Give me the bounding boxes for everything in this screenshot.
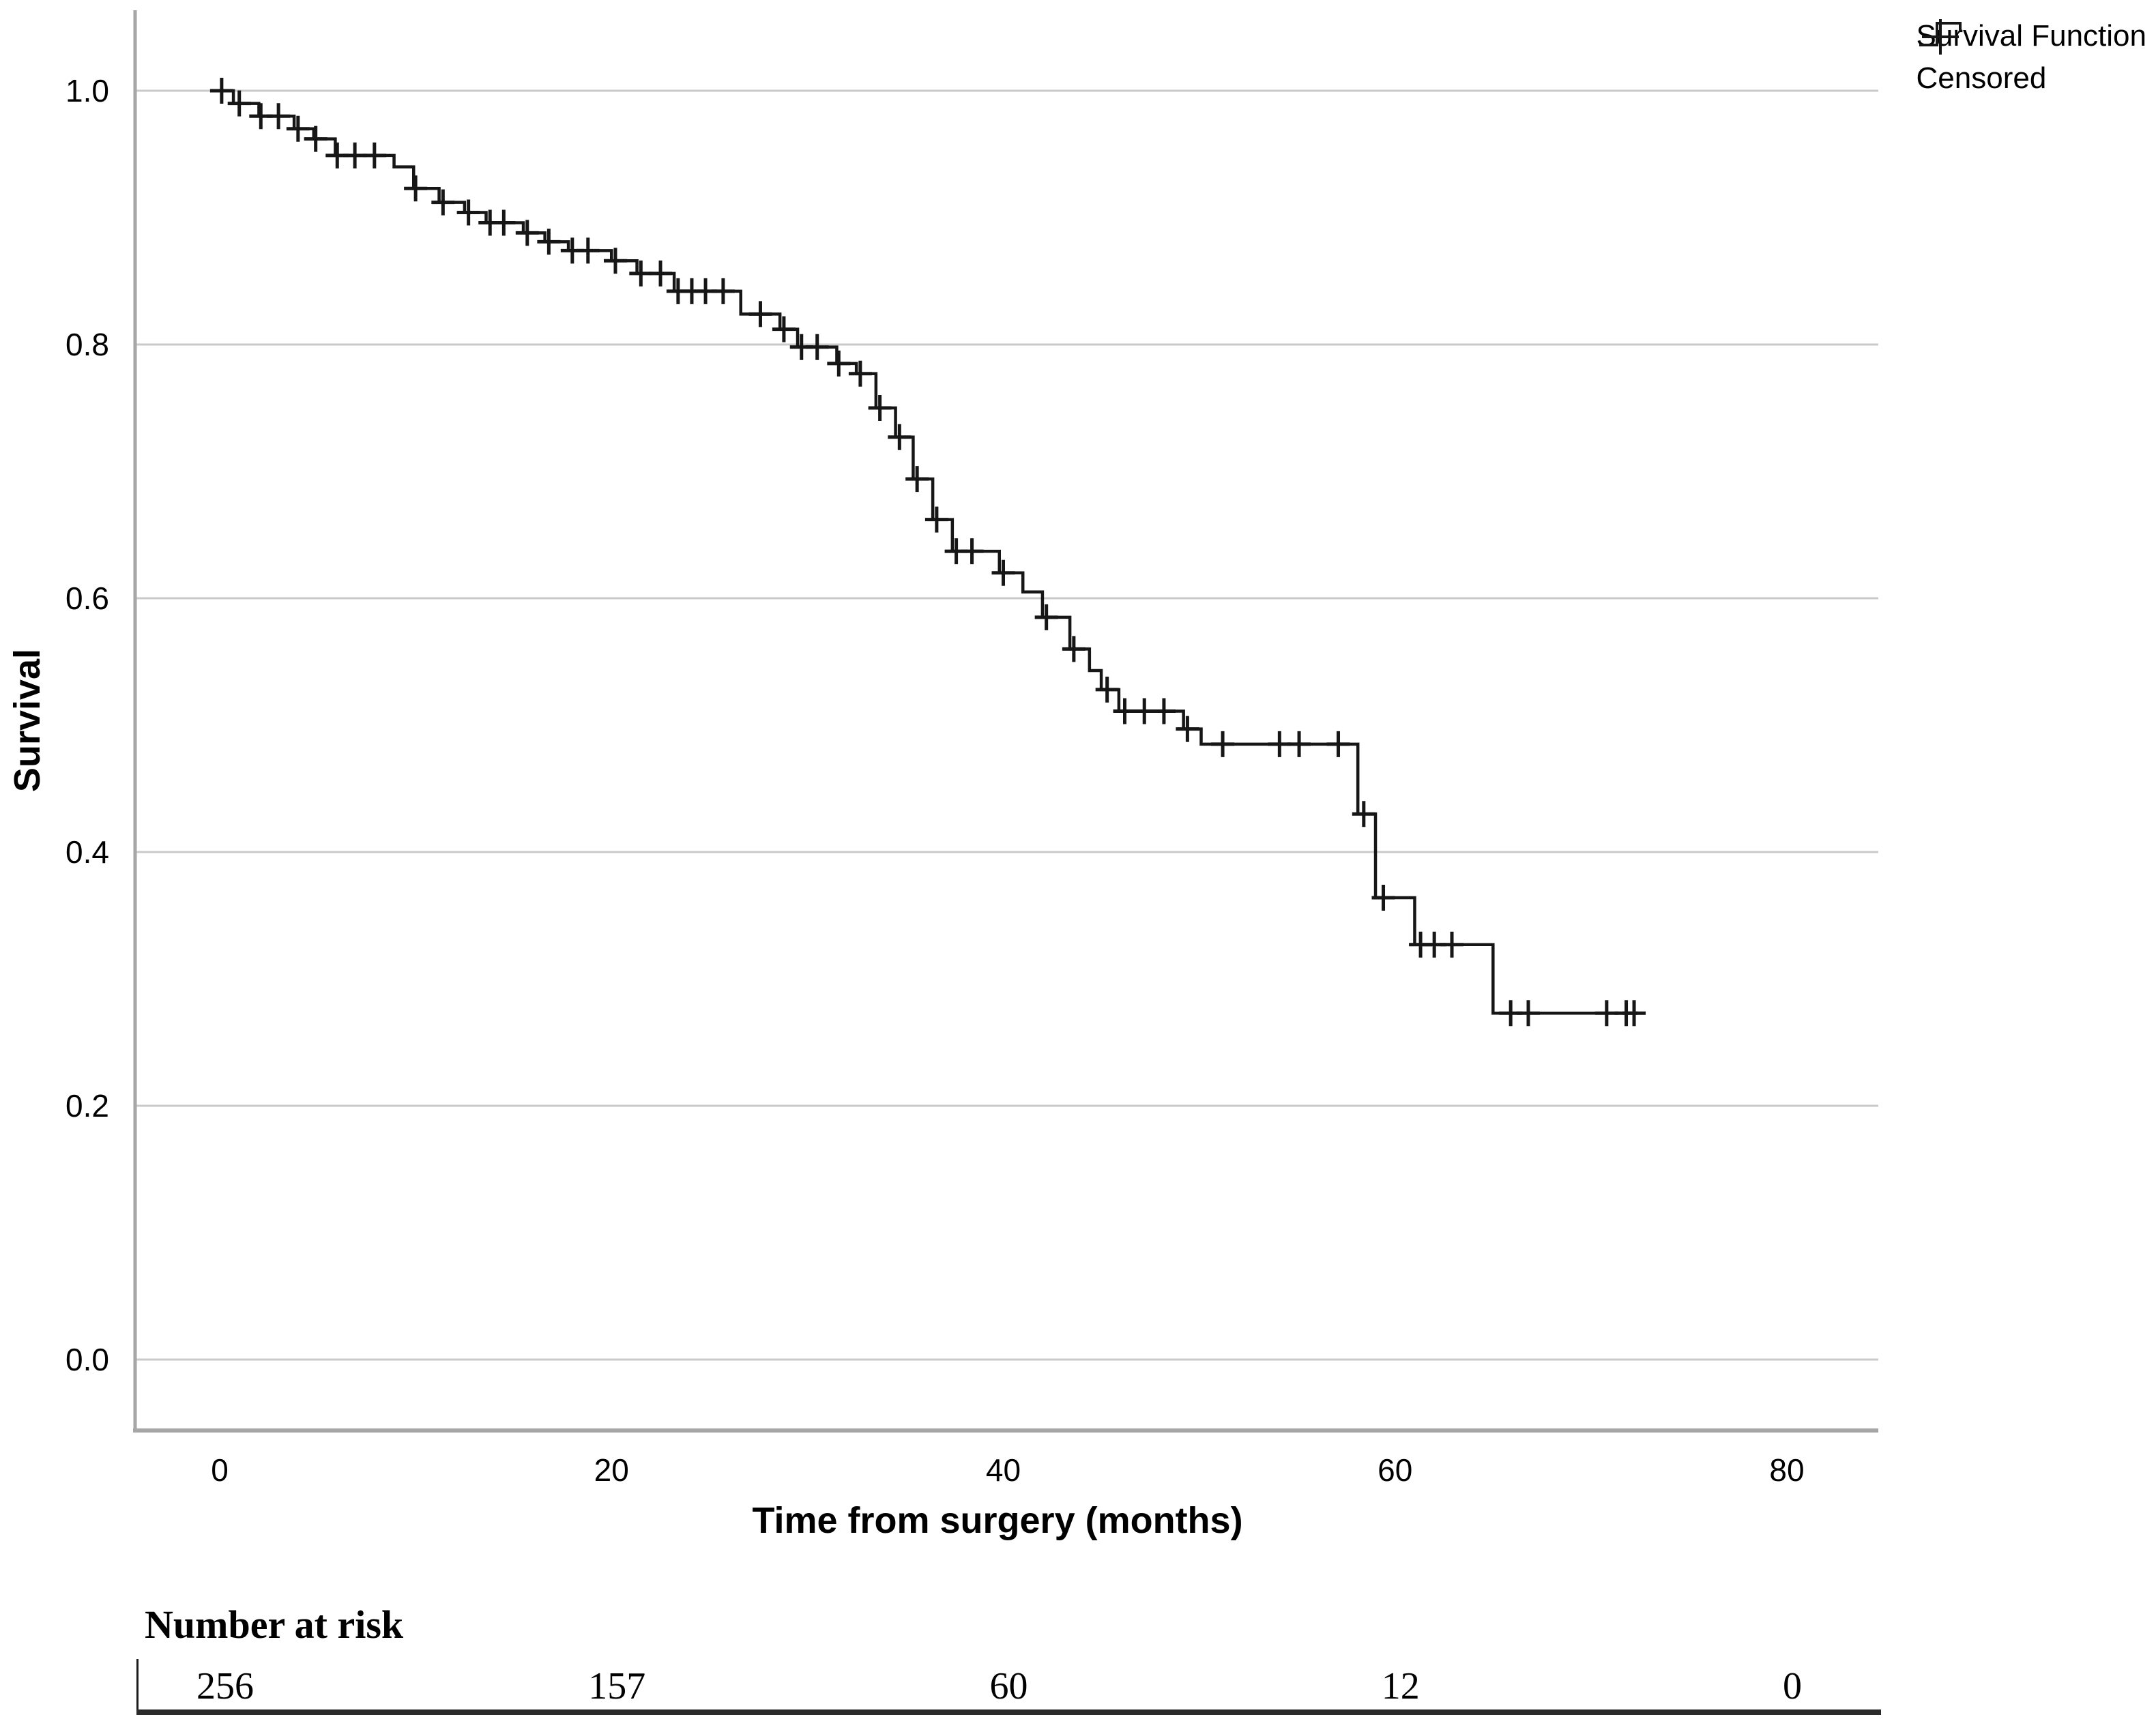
censored-mark: [1095, 676, 1119, 703]
censored-mark: [905, 466, 929, 493]
censored-mark: [209, 78, 233, 104]
censored-mark: [1176, 716, 1199, 742]
censored-mark: [1287, 731, 1311, 757]
censored-mark: [1440, 931, 1464, 958]
censored-mark: [1152, 698, 1176, 724]
survival-curve: [220, 89, 1636, 1015]
censored-mark: [1268, 731, 1292, 757]
number-at-risk-value: 256: [196, 1665, 254, 1707]
plus-icon: [1921, 19, 1959, 55]
censored-mark: [1517, 1000, 1540, 1027]
censored-mark: [431, 189, 455, 216]
number-at-risk-title: Number at risk: [145, 1602, 404, 1647]
number-at-risk-value: 60: [989, 1665, 1028, 1707]
censored-mark: [227, 90, 251, 117]
censored-mark: [748, 301, 772, 327]
censored-mark: [1113, 698, 1137, 724]
censored-mark: [343, 142, 367, 168]
y-tick-label: 0.6: [65, 581, 109, 616]
censored-mark: [362, 142, 386, 168]
censored-mark: [515, 220, 539, 246]
number-at-risk-value: 12: [1381, 1665, 1420, 1707]
step-icon: [1919, 22, 1962, 46]
legend-label-censored: Censored: [1916, 61, 2047, 95]
censored-mark: [1211, 731, 1235, 757]
number-at-risk-value: 0: [1783, 1665, 1802, 1707]
x-tick-label: 60: [1378, 1452, 1413, 1488]
y-tick-label: 1.0: [65, 73, 109, 108]
censored-mark: [924, 506, 948, 533]
censored-mark: [711, 278, 735, 304]
censored-mark: [1622, 1000, 1646, 1027]
x-tick-label: 20: [594, 1452, 629, 1488]
y-tick-label: 0.8: [65, 327, 109, 362]
censored-mark: [537, 229, 561, 255]
x-tick-label: 0: [211, 1452, 229, 1488]
censored-mark: [827, 350, 851, 377]
censored-mark: [456, 199, 480, 226]
y-tick-label: 0.2: [65, 1088, 109, 1124]
number-at-risk-axis-line: [136, 1709, 1881, 1715]
censored-mark: [1133, 698, 1156, 724]
number-at-risk-axis-tick: [136, 1659, 139, 1714]
x-axis-title: Time from surgery (months): [752, 1500, 1243, 1541]
censored-mark: [960, 538, 984, 565]
y-tick-label: 0.4: [65, 834, 109, 870]
censored-mark: [286, 115, 310, 142]
y-axis-title: Survival: [7, 648, 48, 793]
censored-mark: [888, 424, 912, 450]
censored-mark: [649, 260, 673, 287]
censored-mark: [848, 360, 872, 387]
censored-mark: [1326, 731, 1350, 757]
censored-mark: [1034, 604, 1058, 630]
censored-mark: [576, 237, 600, 264]
censored-mark: [1594, 1000, 1618, 1027]
censored-mark: [629, 260, 653, 287]
censored-mark: [1062, 636, 1086, 662]
x-tick-label: 40: [985, 1452, 1021, 1488]
censored-mark: [267, 103, 291, 130]
y-tick-label: 0.0: [65, 1342, 109, 1377]
censored-mark: [1352, 801, 1375, 827]
censored-mark: [805, 334, 829, 360]
censored-mark: [304, 126, 327, 152]
censored-mark: [1371, 884, 1395, 911]
censored-mark: [772, 316, 796, 342]
legend-item-censored: Censored: [1916, 19, 2146, 100]
number-at-risk-value: 157: [588, 1665, 646, 1707]
censored-mark: [991, 559, 1015, 586]
censored-mark: [868, 395, 892, 421]
censored-mark: [492, 209, 516, 236]
censored-mark: [404, 175, 428, 202]
censored-mark: [603, 248, 627, 274]
legend: Survival Function Censored: [1917, 15, 2146, 100]
x-tick-label: 80: [1769, 1452, 1805, 1488]
